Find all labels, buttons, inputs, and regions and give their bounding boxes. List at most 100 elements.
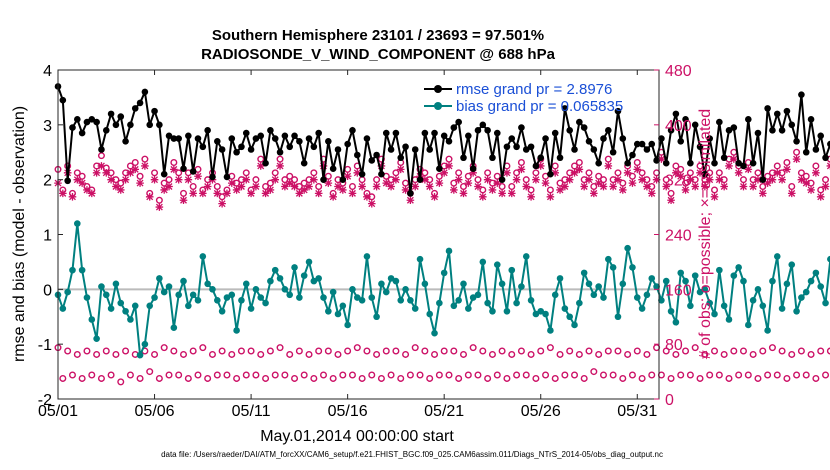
bias-point <box>638 305 646 312</box>
rmse-point <box>498 176 506 183</box>
bias-point <box>793 307 800 315</box>
obs_possible_low-marker <box>715 371 723 379</box>
obs_assimilated-marker <box>686 175 695 184</box>
obs_assimilated-marker <box>261 189 270 198</box>
bias-point <box>629 264 636 271</box>
obs_assimilated-marker <box>594 179 603 187</box>
obs_assimilated-marker <box>290 182 299 191</box>
obs_possible_low-marker <box>363 347 371 355</box>
obs_possible_low-marker <box>575 350 583 358</box>
obs_possible_low-marker <box>397 374 405 382</box>
obs_possible_low-marker <box>165 371 173 379</box>
obs_possible-marker <box>595 172 603 180</box>
bias-point <box>426 310 434 318</box>
obs_possible_low-marker <box>686 371 694 379</box>
obs_assimilated-marker <box>459 189 468 198</box>
obs_possible_low-marker <box>218 347 226 355</box>
bias-point <box>194 297 202 304</box>
obs_possible_low-marker <box>295 347 303 355</box>
obs_possible_low-marker <box>315 347 323 355</box>
obs_assimilated-marker <box>232 186 241 194</box>
rmse-point <box>759 176 767 183</box>
bias-point <box>378 280 385 288</box>
obs_possible-marker <box>300 179 308 187</box>
rmse-point <box>653 157 660 164</box>
rmse-point <box>740 162 747 170</box>
y-left-tick-label: 3 <box>43 118 52 135</box>
obs_possible_low-marker <box>682 347 690 355</box>
obs_possible_low-marker <box>435 371 443 379</box>
bias-point <box>136 351 144 359</box>
x-tick-label: 05/26 <box>521 403 561 420</box>
bias-point <box>267 277 274 285</box>
obs_assimilated-marker <box>479 193 487 201</box>
obs_possible-marker <box>281 176 289 184</box>
obs_possible_low-marker <box>812 374 820 382</box>
obs_possible_low-marker <box>300 371 308 379</box>
obs_possible-marker <box>802 172 810 180</box>
obs_possible_low-marker <box>706 371 714 379</box>
obs_possible-marker <box>773 162 781 170</box>
bias-point <box>329 288 337 296</box>
obs_assimilated-marker <box>136 179 144 187</box>
obs_assimilated-marker <box>324 179 333 187</box>
obs_assimilated-marker <box>725 162 733 170</box>
obs_possible_low-marker <box>735 371 743 379</box>
obs_assimilated-marker <box>681 186 690 194</box>
legend-rmse-label: rmse grand pr = 2.8976 <box>456 81 612 98</box>
obs_assimilated-marker <box>783 165 791 174</box>
obs_possible-marker <box>599 176 607 184</box>
rmse-point <box>711 159 718 167</box>
bias-point <box>228 291 236 299</box>
chart-title-line2: RADIOSONDE_V_WIND_COMPONENT @ 688 hPa <box>201 46 556 63</box>
obs_assimilated-marker <box>812 169 820 177</box>
bias-point <box>614 313 622 321</box>
y-left-tick-label: 2 <box>43 173 52 190</box>
bias-point <box>102 291 110 299</box>
rmse-point <box>296 137 303 145</box>
bias-point <box>827 255 830 263</box>
obs_possible_low-marker <box>426 374 434 382</box>
obs_assimilated-marker <box>160 186 169 194</box>
bias-point <box>561 305 569 312</box>
obs_possible_low-marker <box>151 350 159 358</box>
rmse-point <box>228 135 236 142</box>
obs_possible_low-marker <box>561 371 569 379</box>
rmse-point <box>585 137 593 145</box>
obs_possible-marker <box>508 183 516 191</box>
bias-point <box>696 288 704 296</box>
y-right-tick-label: 320 <box>665 173 692 190</box>
rmse-point <box>479 121 487 129</box>
obs_possible_low-marker <box>78 374 86 382</box>
obs_assimilated-marker <box>647 189 656 198</box>
rmse-point <box>436 165 443 172</box>
bias-point <box>624 244 631 252</box>
obs_possible_low-marker <box>802 371 810 379</box>
rmse-point <box>146 121 154 129</box>
rmse-point <box>281 132 289 140</box>
obs_assimilated-marker <box>107 175 115 184</box>
obs_possible_low-marker <box>701 350 709 358</box>
obs_possible_low-marker <box>126 371 134 379</box>
x-tick-label: 05/06 <box>135 403 175 420</box>
obs_possible-marker <box>180 189 188 197</box>
rmse-point <box>745 116 752 123</box>
rmse-point <box>78 129 86 137</box>
obs_possible-marker <box>764 172 772 180</box>
y-left-tick-label: -1 <box>38 337 52 354</box>
rmse-point <box>194 135 202 142</box>
obs_possible-marker <box>291 176 299 184</box>
obs_possible_low-marker <box>93 350 101 358</box>
rmse-point <box>349 127 356 134</box>
obs_assimilated-marker <box>329 193 337 201</box>
obs_possible_low-marker <box>344 347 352 355</box>
bias-point <box>185 302 192 310</box>
obs_assimilated-marker <box>83 186 91 194</box>
bias-point <box>78 266 86 274</box>
obs_possible-marker <box>455 169 463 177</box>
obs_assimilated-marker <box>758 189 767 198</box>
rmse-point <box>643 146 651 153</box>
rmse-point <box>662 159 670 167</box>
obs_possible-marker <box>498 183 506 191</box>
